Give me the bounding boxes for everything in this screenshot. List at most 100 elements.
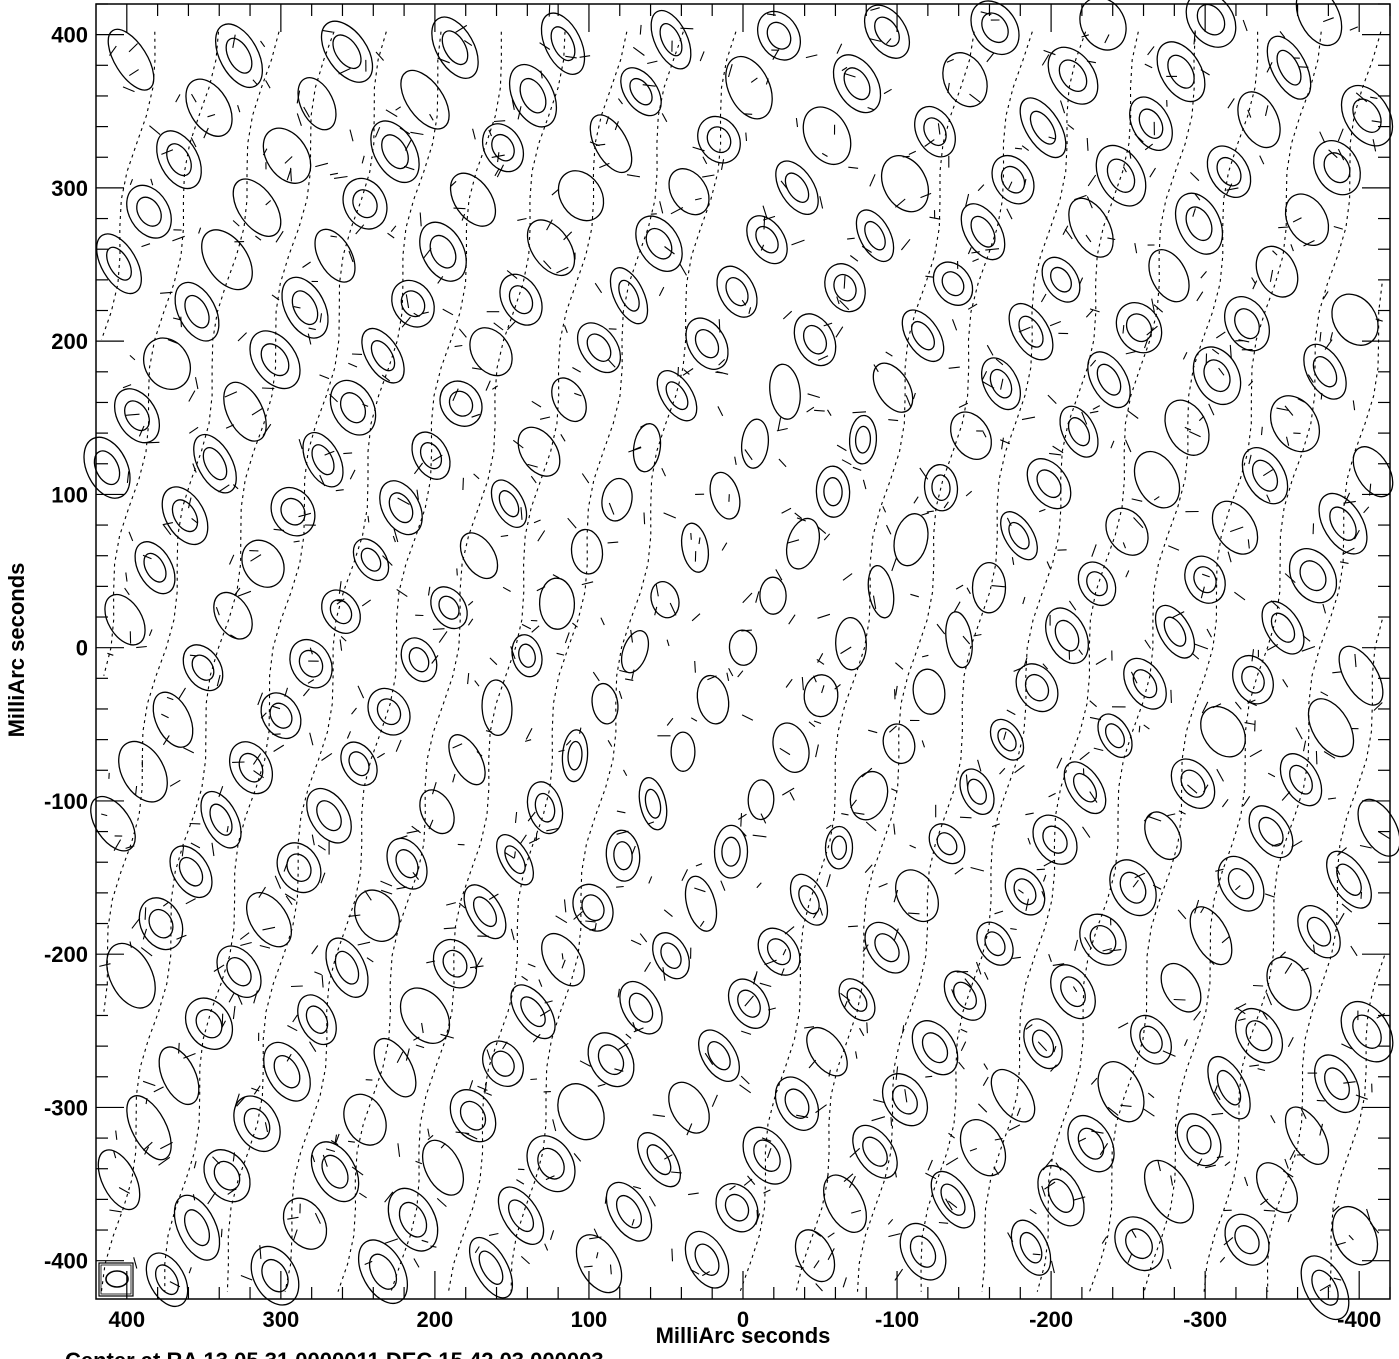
contour-inner [1008,521,1030,550]
contour-blob [1207,1055,1251,1120]
negative-contour-dash [183,1052,196,1059]
negative-contour-dash [669,602,677,616]
x-axis-ticks: 400 300 200 100 0 -100 -200 -300 -400 [108,4,1391,1332]
negative-contour-dash [662,967,666,981]
contour-blob [561,729,589,783]
negative-contour-dash [847,237,855,240]
contour-blob [482,1040,524,1087]
y-tick-label: -400 [44,1249,88,1274]
negative-contour-dash [178,1042,180,1054]
negative-contour-dash [977,184,985,192]
negative-contour-dash [236,1096,246,1107]
negative-contour-dash [1203,784,1209,793]
contour-blob [1123,657,1167,710]
contour-blob [1032,814,1078,865]
negative-contour-dash [253,990,258,1004]
negative-contour-dash [1048,136,1056,140]
contour-blob [684,875,718,932]
contour-inner [892,1084,918,1115]
negative-contour-dash [1152,884,1162,890]
contour-blob [432,938,478,989]
negative-contour-dash [163,524,172,536]
negative-contour-dash [335,489,344,492]
negative-contour-dash [780,968,785,976]
negative-contour-dash [652,1114,665,1117]
negative-contour-dash [1249,749,1263,758]
negative-contour-dash [859,1027,865,1037]
negative-contour-dash [600,617,605,626]
contour-inner [498,490,520,518]
negative-contour-dash [309,1041,317,1052]
contour-blob [1326,850,1372,909]
negative-contour-dash [1101,1236,1108,1244]
negative-contour-dash [319,474,326,487]
negative-contour-dash [1247,109,1252,118]
negative-contour-dash [1327,797,1337,800]
negative-contour-dash [572,622,578,628]
negative-contour-dash [486,1049,491,1060]
negative-contour-dash [421,1022,424,1034]
contour-blob [1248,805,1294,859]
negative-contour-dash [252,79,258,85]
contour-blob [1184,555,1226,604]
negative-contour-dash [1102,948,1112,952]
contour-inner [646,1144,672,1176]
negative-contour-dash [994,1137,1003,1141]
negative-contour-dash [628,447,642,453]
negative-contour-dash [150,178,154,186]
negative-contour-dash [791,239,805,246]
negative-contour-dash [617,98,623,105]
negative-contour-dash [843,1173,854,1183]
negative-contour-dash [237,105,241,113]
contour-blob [1156,41,1206,103]
negative-contour-dash [322,1154,328,1167]
negative-contour-dash [262,423,272,436]
contour-blob [1015,663,1059,713]
negative-contour-dash [682,368,694,376]
negative-contour-dash [647,821,655,825]
negative-contour-dash [1200,271,1207,279]
negative-contour-dash [1263,1209,1276,1212]
negative-contour-dash [314,971,322,976]
x-tick-label: 400 [108,1307,145,1332]
negative-contour-dash [381,374,391,382]
contour-blob [990,1068,1036,1123]
contour-blob [526,1135,576,1193]
contour-blob [302,431,344,488]
contour-blob [880,155,930,213]
negative-contour-dash [561,959,566,969]
contour-inner [1042,825,1068,854]
contour-blob [824,263,866,313]
contour-inner [659,23,683,57]
contour-blob [1148,249,1190,303]
negative-contour-dash [517,217,527,221]
contour-blob [1023,1018,1063,1070]
negative-contour-dash [1173,998,1186,1001]
contour-stripe [510,31,737,1292]
negative-contour-dash [1200,907,1205,914]
negative-contour-dash [1319,331,1322,342]
negative-contour-dash [670,207,684,215]
contour-blob [241,539,285,588]
negative-contour-dash [945,1157,959,1166]
negative-contour-dash [1067,124,1075,130]
negative-contour-dash [819,907,824,916]
negative-contour-dash [1265,992,1273,1006]
contour-blob [609,267,649,325]
contour-inner [106,246,132,281]
negative-contour-dash [827,1232,835,1238]
negative-contour-dash [1011,557,1015,565]
negative-contour-dash [597,1083,606,1087]
negative-contour-dash [715,371,723,374]
negative-contour-dash [413,462,424,475]
contour-inner [1251,459,1279,492]
contour-inner [305,1005,329,1034]
contour-blob [670,731,696,772]
negative-contour-dash [943,501,949,509]
negative-contour-dash [211,842,215,857]
negative-contour-dash [311,945,319,955]
contour-inner [1072,772,1098,803]
negative-contour-dash [960,1041,967,1052]
negative-contour-dash [319,313,323,323]
negative-contour-dash [1027,837,1031,845]
